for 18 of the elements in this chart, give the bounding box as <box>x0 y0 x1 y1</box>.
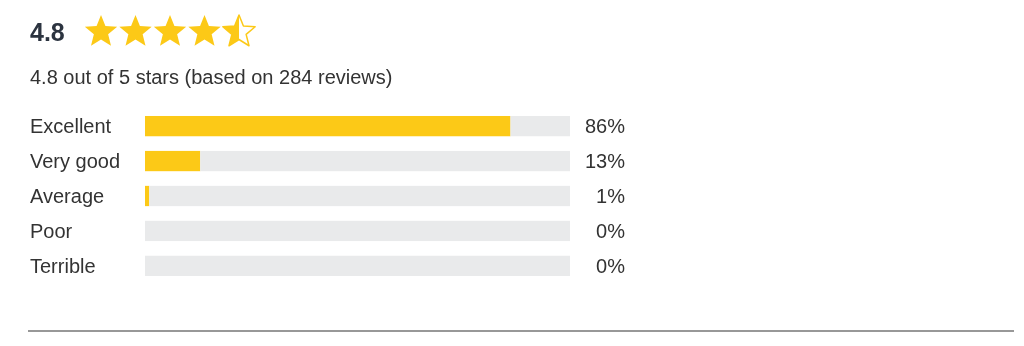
data-label: 0% <box>596 219 626 242</box>
y-tick-label: Terrible <box>30 254 96 277</box>
chart-title: 4.8 <box>30 18 65 46</box>
bar <box>200 150 570 172</box>
bar <box>510 115 570 137</box>
data-label: 0% <box>596 254 626 277</box>
bar <box>145 150 201 172</box>
data-label: 86% <box>584 115 626 138</box>
chart-subtitle: 4.8 out of 5 stars (based on 284 reviews) <box>30 66 393 88</box>
y-tick-label: Poor <box>30 219 73 242</box>
y-tick-label: Very good <box>30 150 121 173</box>
bar <box>145 115 511 137</box>
data-label: 13% <box>584 150 626 173</box>
data-label: 1% <box>596 185 626 207</box>
bar <box>149 185 570 207</box>
y-tick-label: Average <box>30 185 105 207</box>
y-tick-label: Excellent <box>30 115 112 138</box>
bar <box>145 185 150 207</box>
